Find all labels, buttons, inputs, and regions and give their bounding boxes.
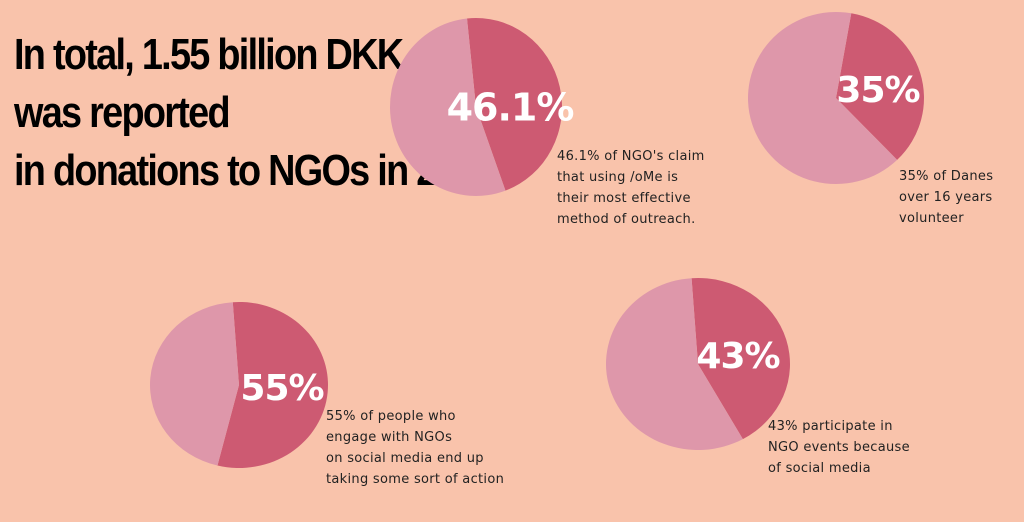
caption-line: 43% participate in bbox=[768, 419, 893, 434]
headline-line-1: In total, 1.55 billion DKK bbox=[14, 30, 404, 79]
caption-line: 55% of people who bbox=[326, 409, 456, 424]
caption-line: of social media bbox=[768, 461, 871, 476]
caption-line: over 16 years bbox=[899, 190, 993, 205]
caption-line: 46.1% of NGO's claim bbox=[557, 149, 705, 164]
caption-line: their most effective bbox=[557, 191, 691, 206]
pie-slice-highlight bbox=[217, 302, 328, 468]
caption-outreach: 46.1% of NGO's claim that using /oMe is … bbox=[557, 146, 705, 230]
caption-social-action: 55% of people who engage with NGOs on so… bbox=[326, 406, 504, 490]
pie-slice-remainder bbox=[390, 18, 506, 196]
headline: In total, 1.55 billion DKK was reported … bbox=[14, 26, 495, 200]
pie-slice-highlight bbox=[467, 17, 562, 191]
caption-volunteers: 35% of Danes over 16 years volunteer bbox=[899, 166, 993, 229]
pie-slice-remainder bbox=[748, 12, 898, 184]
caption-line: 35% of Danes bbox=[899, 169, 994, 184]
pie-label-43-percent: 43% bbox=[696, 336, 779, 377]
pie-slice-remainder bbox=[150, 302, 239, 466]
pie-slice-highlight bbox=[691, 278, 790, 440]
caption-line: that using /oMe is bbox=[557, 170, 679, 185]
headline-line-2: was reported bbox=[14, 88, 231, 137]
pie-label-55-percent: 55% bbox=[240, 368, 323, 409]
caption-events: 43% participate in NGO events because of… bbox=[768, 416, 910, 479]
caption-line: on social media end up bbox=[326, 451, 484, 466]
pie-slices bbox=[606, 278, 790, 450]
pie-slices bbox=[150, 302, 328, 468]
pie-slices bbox=[390, 17, 562, 196]
headline-line-3: in donations to NGOs in 2015 bbox=[14, 146, 495, 195]
caption-line: volunteer bbox=[899, 211, 964, 226]
pie-label-35-percent: 35% bbox=[836, 70, 919, 111]
caption-line: NGO events because bbox=[768, 440, 910, 455]
caption-line: engage with NGOs bbox=[326, 430, 453, 445]
pie-slices bbox=[748, 12, 924, 184]
pie-label-46-1-percent: 46.1% bbox=[447, 86, 574, 130]
caption-line: taking some sort of action bbox=[326, 472, 505, 487]
pie-slice-highlight bbox=[836, 13, 924, 160]
pie-chart-outreach: 46.1% bbox=[390, 17, 574, 196]
pie-chart-social-action: 55% bbox=[150, 302, 328, 468]
pie-chart-events: 43% bbox=[606, 278, 790, 450]
caption-line: method of outreach. bbox=[557, 212, 696, 227]
pie-slice-remainder bbox=[606, 278, 743, 450]
pie-chart-volunteers: 35% bbox=[748, 12, 924, 184]
